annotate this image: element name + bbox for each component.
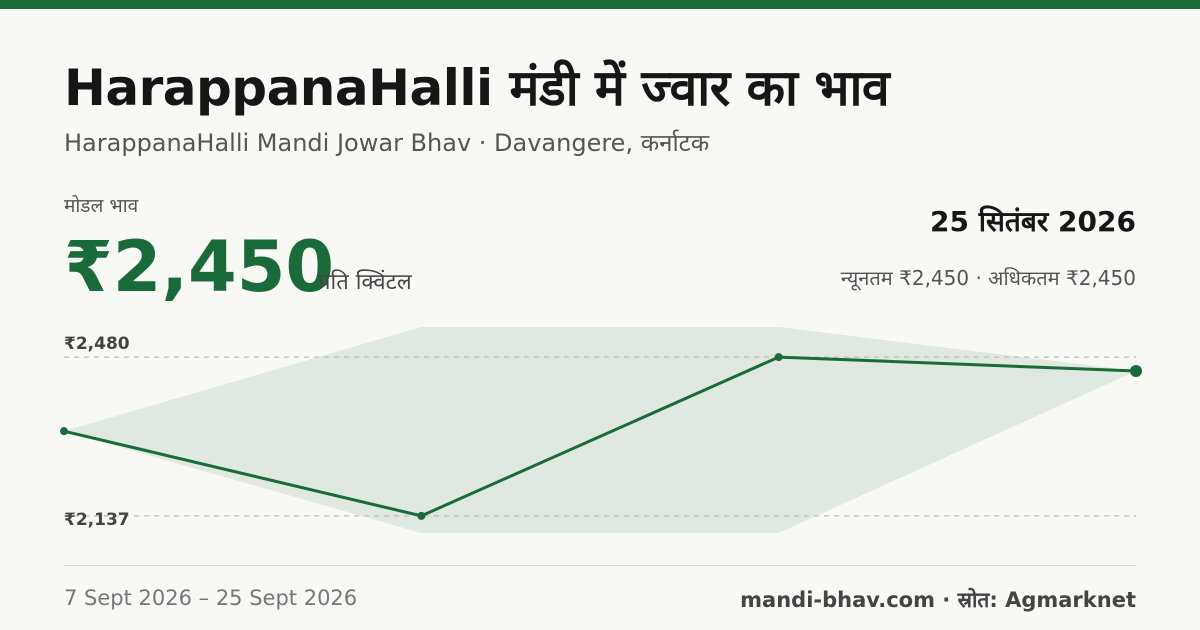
price-chart [60, 327, 1142, 533]
latest-date: 25 सितंबर 2026 [930, 205, 1136, 238]
min-max-price: न्यूनतम ₹2,450 · अधिकतम ₹2,450 [840, 266, 1136, 290]
data-point-3 [1130, 364, 1142, 377]
date-range: 7 Sept 2026 – 25 Sept 2026 [64, 586, 358, 610]
model-price-label: मोडल भाव [64, 195, 139, 217]
data-point-2 [774, 353, 783, 362]
data-point-1 [417, 511, 426, 520]
model-price-value: ₹2,450 [64, 226, 335, 308]
page-subtitle: HarappanaHalli Mandi Jowar Bhav · Davang… [64, 129, 710, 157]
price-unit: प्रति क्विंटल [318, 270, 412, 295]
y-tick-label-low: ₹2,137 [64, 510, 130, 530]
page-title: HarappanaHalli मंडी में ज्वार का भाव [64, 59, 890, 117]
model-price-line [63, 355, 1137, 518]
y-tick-label-high: ₹2,480 [64, 334, 130, 354]
source-credit: mandi-bhav.com · स्रोत: Agmarknet [740, 588, 1136, 612]
footer-divider [64, 565, 1136, 566]
data-point-0 [60, 427, 68, 436]
top-accent-bar [0, 0, 1200, 9]
min-max-band [64, 327, 1136, 533]
